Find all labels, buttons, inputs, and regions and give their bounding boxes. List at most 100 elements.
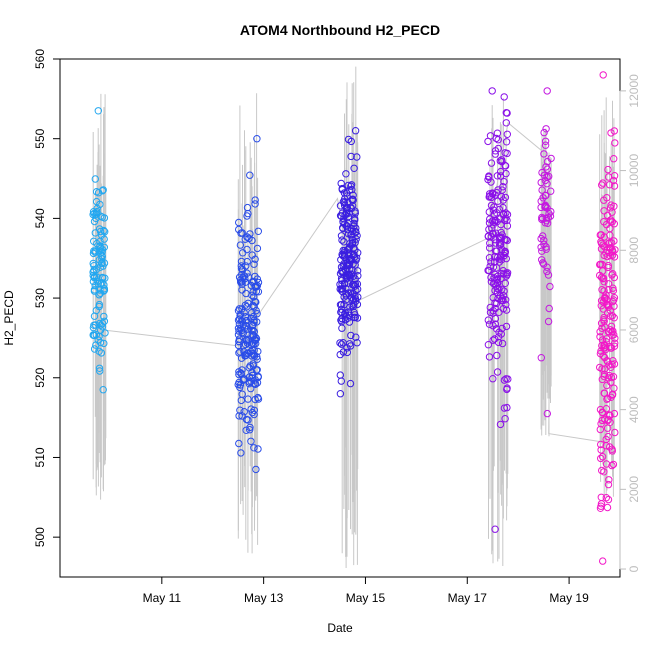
data-point bbox=[344, 279, 352, 287]
data-point bbox=[246, 423, 254, 432]
data-point bbox=[546, 212, 555, 220]
y-axis-right: 0 2000 4000 6000 8000 10000 12000 bbox=[619, 74, 641, 572]
data-point bbox=[250, 318, 258, 326]
data-point bbox=[100, 339, 108, 348]
y-axis-label: H2_PECD bbox=[2, 290, 16, 346]
data-point bbox=[241, 235, 249, 243]
data-point bbox=[254, 288, 263, 296]
data-point bbox=[349, 195, 357, 203]
data-point bbox=[604, 263, 612, 272]
data-point bbox=[90, 209, 98, 218]
data-point bbox=[604, 432, 612, 441]
data-point bbox=[341, 211, 349, 219]
x-tick-label: May 11 bbox=[143, 591, 182, 605]
y-tick-label-left: 510 bbox=[33, 447, 47, 467]
data-point bbox=[235, 368, 243, 376]
data-point bbox=[486, 132, 495, 140]
data-point bbox=[340, 300, 348, 309]
y-tick-label-right: 6000 bbox=[627, 316, 641, 343]
data-point bbox=[541, 176, 549, 185]
data-point bbox=[250, 406, 259, 414]
data-point bbox=[239, 376, 247, 384]
data-point bbox=[251, 255, 259, 263]
data-point bbox=[610, 342, 619, 350]
data-point bbox=[597, 273, 606, 282]
data-point bbox=[598, 453, 607, 461]
data-point bbox=[91, 321, 100, 329]
data-point bbox=[610, 314, 618, 322]
data-point bbox=[342, 170, 350, 178]
data-point bbox=[543, 157, 552, 166]
data-point bbox=[346, 379, 355, 388]
data-point bbox=[253, 135, 261, 143]
data-point bbox=[494, 144, 502, 153]
data-point bbox=[343, 210, 351, 218]
data-point bbox=[90, 247, 98, 255]
data-point bbox=[253, 379, 262, 387]
data-point bbox=[493, 351, 501, 360]
data-point bbox=[344, 262, 352, 270]
data-point bbox=[489, 221, 497, 229]
data-point bbox=[250, 260, 258, 268]
data-point bbox=[99, 386, 107, 394]
data-point bbox=[502, 272, 511, 280]
data-point bbox=[240, 324, 249, 332]
data-point bbox=[597, 297, 606, 305]
data-point bbox=[100, 226, 108, 235]
data-point bbox=[609, 176, 618, 185]
data-point bbox=[499, 305, 507, 313]
data-point bbox=[538, 186, 546, 194]
data-point bbox=[608, 445, 616, 453]
data-point bbox=[492, 229, 500, 237]
data-point bbox=[600, 344, 608, 352]
data-point bbox=[608, 328, 616, 336]
data-point bbox=[502, 109, 510, 117]
data-point bbox=[596, 504, 605, 512]
data-point bbox=[606, 238, 614, 247]
data-point bbox=[337, 316, 345, 324]
data-point bbox=[544, 317, 553, 326]
data-point bbox=[493, 189, 501, 197]
data-point bbox=[350, 219, 358, 228]
data-point bbox=[250, 303, 258, 311]
data-point bbox=[244, 416, 252, 424]
data-point bbox=[98, 279, 106, 287]
data-point bbox=[242, 313, 250, 321]
data-point bbox=[599, 241, 607, 249]
data-point bbox=[484, 232, 493, 240]
chart-title: ATOM4 Northbound H2_PECD bbox=[240, 22, 440, 38]
data-point bbox=[598, 260, 606, 269]
data-point bbox=[600, 341, 608, 350]
data-point bbox=[610, 155, 618, 163]
data-point bbox=[502, 235, 510, 244]
data-point bbox=[234, 316, 243, 324]
data-point bbox=[489, 279, 498, 288]
data-point bbox=[251, 196, 259, 204]
data-point bbox=[601, 294, 609, 303]
data-point bbox=[607, 378, 615, 386]
data-point bbox=[599, 557, 607, 565]
data-point bbox=[503, 236, 511, 245]
data-point bbox=[350, 164, 358, 173]
data-point bbox=[599, 352, 607, 360]
data-point bbox=[487, 278, 496, 286]
data-point bbox=[605, 181, 614, 189]
data-point bbox=[96, 289, 105, 297]
data-point bbox=[247, 341, 256, 349]
data-point bbox=[251, 336, 259, 344]
data-point bbox=[90, 266, 98, 274]
y-tick-label-right: 10000 bbox=[627, 154, 641, 188]
data-point bbox=[499, 183, 507, 191]
data-point bbox=[248, 408, 257, 417]
data-point bbox=[249, 362, 258, 370]
data-point bbox=[90, 345, 99, 353]
data-point bbox=[98, 213, 107, 221]
data-point bbox=[349, 191, 357, 200]
data-point bbox=[502, 306, 511, 314]
data-point bbox=[253, 318, 261, 326]
y-tick-label-left: 500 bbox=[33, 527, 47, 547]
data-point bbox=[98, 245, 107, 254]
plot-frame bbox=[59, 58, 621, 578]
data-point bbox=[238, 328, 246, 337]
data-point bbox=[604, 495, 613, 504]
